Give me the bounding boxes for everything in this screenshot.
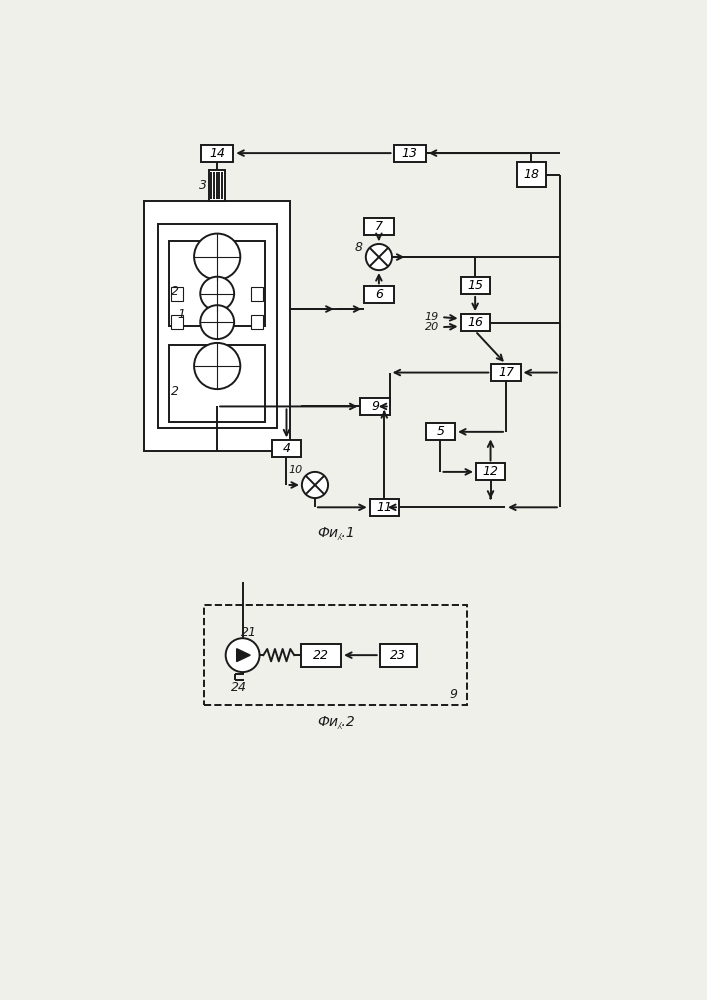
- Bar: [171, 287, 183, 301]
- Circle shape: [366, 244, 392, 270]
- Text: 21: 21: [241, 626, 257, 639]
- Bar: [364, 218, 394, 235]
- Text: 3: 3: [199, 179, 207, 192]
- Circle shape: [226, 638, 259, 672]
- Bar: [476, 463, 506, 480]
- Text: Фи⁁.1: Фи⁁.1: [317, 526, 356, 540]
- Bar: [460, 277, 490, 294]
- Text: 1: 1: [177, 308, 185, 321]
- Text: 16: 16: [467, 316, 483, 329]
- Text: 2: 2: [171, 285, 179, 298]
- Bar: [301, 644, 341, 667]
- Text: 11: 11: [376, 501, 392, 514]
- Text: 17: 17: [498, 366, 514, 379]
- Bar: [517, 162, 546, 187]
- Bar: [426, 423, 455, 440]
- Text: Фи⁁.2: Фи⁁.2: [317, 715, 355, 729]
- Bar: [158, 224, 277, 428]
- Bar: [380, 644, 416, 667]
- Text: 10: 10: [288, 465, 303, 475]
- Bar: [204, 605, 467, 705]
- Text: 18: 18: [523, 168, 539, 181]
- Text: 20: 20: [425, 322, 439, 332]
- Text: 19: 19: [425, 312, 439, 322]
- Bar: [251, 287, 264, 301]
- Circle shape: [194, 234, 240, 280]
- Text: 15: 15: [467, 279, 483, 292]
- Circle shape: [200, 277, 234, 311]
- Text: 6: 6: [375, 288, 383, 301]
- Bar: [491, 364, 520, 381]
- Bar: [460, 314, 490, 331]
- Text: 5: 5: [436, 425, 445, 438]
- Polygon shape: [237, 649, 250, 662]
- Text: 7: 7: [375, 220, 383, 233]
- Bar: [251, 315, 264, 329]
- Bar: [272, 440, 301, 457]
- Text: 23: 23: [390, 649, 406, 662]
- Text: 13: 13: [402, 147, 418, 160]
- Bar: [201, 145, 233, 162]
- Circle shape: [194, 343, 240, 389]
- Text: 22: 22: [313, 649, 329, 662]
- Bar: [361, 398, 390, 415]
- Bar: [394, 145, 426, 162]
- Bar: [171, 315, 183, 329]
- Text: 24: 24: [230, 681, 247, 694]
- Bar: [169, 345, 265, 422]
- Circle shape: [200, 305, 234, 339]
- Bar: [169, 241, 265, 326]
- Text: 9: 9: [371, 400, 379, 413]
- Bar: [364, 286, 394, 303]
- Text: 4: 4: [283, 442, 291, 455]
- Text: 8: 8: [355, 241, 363, 254]
- Circle shape: [302, 472, 328, 498]
- Bar: [370, 499, 399, 516]
- Text: 9: 9: [450, 688, 457, 701]
- Text: 14: 14: [209, 147, 226, 160]
- Bar: [144, 201, 291, 451]
- Text: 2: 2: [171, 385, 179, 398]
- Bar: [209, 170, 225, 201]
- Text: 12: 12: [483, 465, 498, 478]
